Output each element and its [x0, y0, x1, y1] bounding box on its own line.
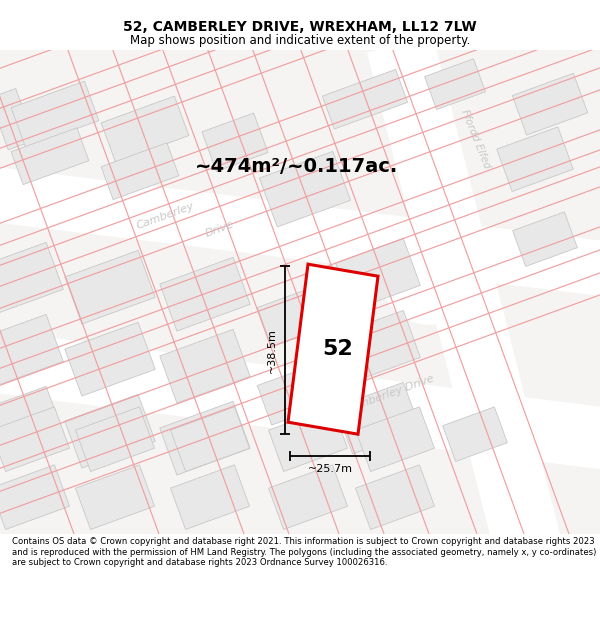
Polygon shape	[269, 465, 347, 529]
Text: Camberley: Camberley	[135, 201, 195, 231]
Text: 52: 52	[323, 339, 353, 359]
Polygon shape	[0, 407, 70, 471]
Polygon shape	[425, 59, 485, 109]
Polygon shape	[0, 162, 600, 301]
Polygon shape	[76, 407, 154, 471]
Text: 52, CAMBERLEY DRIVE, WREXHAM, LL12 7LW: 52, CAMBERLEY DRIVE, WREXHAM, LL12 7LW	[123, 20, 477, 34]
Polygon shape	[512, 212, 577, 266]
Polygon shape	[160, 258, 250, 331]
Polygon shape	[11, 127, 89, 184]
Polygon shape	[497, 127, 573, 191]
Text: Map shows position and indicative extent of the property.: Map shows position and indicative extent…	[130, 34, 470, 47]
Polygon shape	[11, 81, 99, 148]
Polygon shape	[335, 238, 421, 310]
Text: Camberley Drive: Camberley Drive	[344, 373, 436, 415]
Polygon shape	[160, 401, 250, 475]
Text: ~25.7m: ~25.7m	[308, 464, 353, 474]
Polygon shape	[443, 407, 508, 461]
Text: ~38.5m: ~38.5m	[267, 328, 277, 372]
Polygon shape	[0, 50, 600, 534]
Polygon shape	[322, 69, 407, 129]
Polygon shape	[101, 96, 189, 162]
Polygon shape	[202, 113, 268, 171]
Polygon shape	[0, 242, 63, 316]
Polygon shape	[335, 382, 421, 454]
Text: ~474m²/~0.117ac.: ~474m²/~0.117ac.	[195, 157, 398, 176]
Polygon shape	[356, 407, 434, 471]
Polygon shape	[257, 363, 333, 425]
Text: Ffordd Elfed: Ffordd Elfed	[460, 108, 493, 170]
Polygon shape	[512, 73, 588, 135]
Polygon shape	[335, 311, 421, 382]
Polygon shape	[288, 264, 378, 434]
Polygon shape	[0, 386, 63, 460]
Polygon shape	[367, 36, 563, 562]
Polygon shape	[257, 286, 333, 347]
Polygon shape	[0, 314, 63, 388]
Polygon shape	[101, 142, 179, 199]
Polygon shape	[0, 89, 35, 150]
Polygon shape	[0, 326, 600, 475]
Polygon shape	[259, 151, 350, 227]
Polygon shape	[65, 394, 155, 468]
Polygon shape	[269, 407, 347, 471]
Polygon shape	[356, 465, 434, 529]
Polygon shape	[0, 465, 70, 529]
Polygon shape	[65, 322, 155, 396]
Text: Contains OS data © Crown copyright and database right 2021. This information is : Contains OS data © Crown copyright and d…	[12, 538, 596, 568]
Polygon shape	[76, 465, 154, 529]
Polygon shape	[170, 465, 250, 529]
Polygon shape	[160, 329, 250, 403]
Polygon shape	[65, 251, 155, 324]
Text: Drive: Drive	[204, 219, 236, 239]
Polygon shape	[170, 407, 250, 471]
Circle shape	[380, 224, 480, 324]
